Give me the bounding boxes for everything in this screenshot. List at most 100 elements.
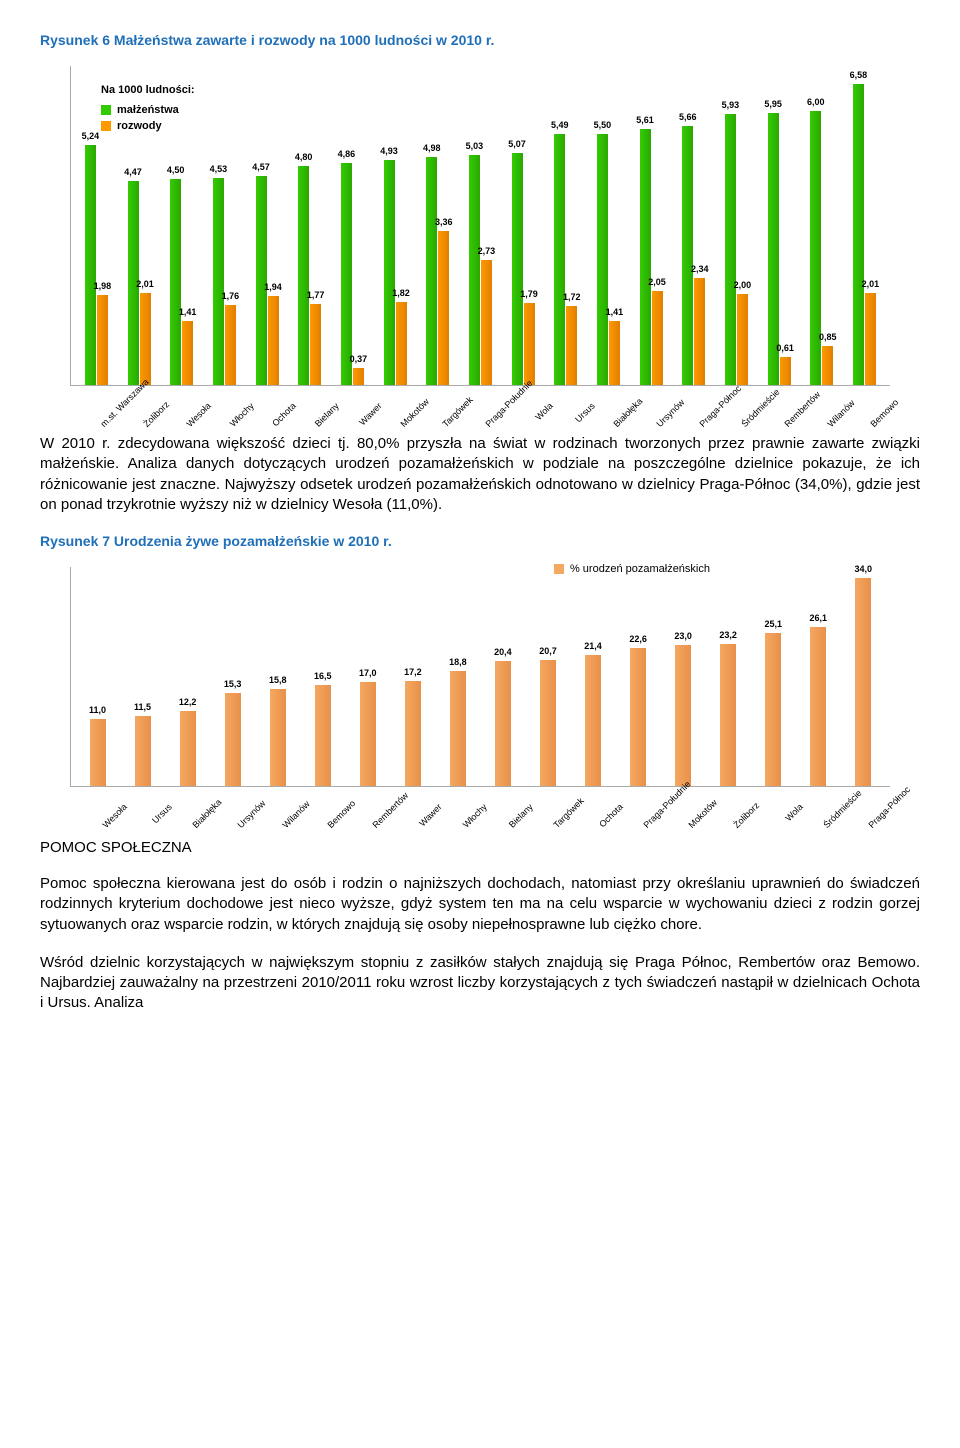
- bar-nonmarital: 23,2: [720, 644, 736, 786]
- bar-value-label: 17,2: [404, 667, 422, 677]
- x-axis-label: Praga-Południe: [471, 388, 512, 429]
- bar-value-label: 2,01: [862, 279, 880, 289]
- bar-group: 17,0: [360, 682, 376, 786]
- bar-value-label: 4,86: [338, 149, 356, 159]
- bar-divorces: 2,34: [694, 278, 705, 385]
- bar-group: 15,3: [225, 693, 241, 787]
- bar-nonmarital: 23,0: [675, 645, 691, 786]
- bar-marriages: 4,53: [213, 178, 224, 385]
- bar-value-label: 1,98: [94, 281, 112, 291]
- bar-value-label: 18,8: [449, 657, 467, 667]
- x-axis-label: Praga-Południe: [629, 789, 670, 830]
- bar-value-label: 1,41: [179, 307, 197, 317]
- bar-divorces: 2,05: [652, 291, 663, 385]
- bar-marriages: 4,98: [426, 157, 437, 385]
- bar-divorces: 2,73: [481, 260, 492, 385]
- bar-divorces: 2,01: [865, 293, 876, 385]
- bar-divorces: 1,79: [524, 303, 535, 385]
- bar-group: 6,582,01: [853, 84, 876, 385]
- bar-marriages: 4,57: [256, 176, 267, 385]
- x-axis-label: Ursynów: [642, 388, 683, 429]
- bar-divorces: 1,76: [225, 305, 236, 385]
- x-axis-label: Wola: [764, 789, 805, 830]
- x-axis-label: Wesoła: [87, 789, 128, 830]
- bar-group: 5,032,73: [469, 155, 492, 385]
- bar-value-label: 4,93: [380, 146, 398, 156]
- bar-group: 20,4: [495, 661, 511, 786]
- bar-divorces: 0,37: [353, 368, 364, 385]
- x-axis-label: Wesoła: [172, 388, 213, 429]
- bar-value-label: 5,03: [466, 141, 484, 151]
- bar-value-label: 11,5: [134, 702, 151, 712]
- bar-value-label: 34,0: [855, 564, 873, 574]
- x-axis-label: Żoliborz: [719, 789, 760, 830]
- bar-group: 4,501,41: [170, 179, 193, 385]
- bar-group: 4,531,76: [213, 178, 236, 385]
- bar-group: 16,5: [315, 685, 331, 786]
- body-paragraph-2: Pomoc społeczna kierowana jest do osób i…: [40, 874, 920, 935]
- bar-nonmarital: 21,4: [585, 655, 601, 786]
- bar-value-label: 1,41: [606, 307, 624, 317]
- bar-marriages: 6,58: [853, 84, 864, 385]
- bar-group: 26,1: [810, 627, 826, 787]
- bar-group: 5,071,79: [512, 153, 535, 385]
- x-axis-label: m.st. Warszawa: [86, 388, 127, 429]
- bar-group: 18,8: [450, 671, 466, 786]
- x-axis-label: Ursynów: [223, 789, 264, 830]
- bar-divorces: 1,41: [182, 321, 193, 385]
- bar-marriages: 5,66: [682, 126, 693, 385]
- bar-group: 25,1: [765, 633, 781, 786]
- bar-value-label: 20,4: [494, 647, 512, 657]
- bar-nonmarital: 11,0: [90, 719, 106, 786]
- bar-marriages: 5,24: [85, 145, 96, 385]
- x-axis-label: Mokotów: [385, 388, 426, 429]
- bar-value-label: 4,80: [295, 152, 313, 162]
- bar-value-label: 16,5: [314, 671, 332, 681]
- bar-group: 4,983,36: [426, 157, 449, 385]
- bar-value-label: 1,82: [392, 288, 410, 298]
- bar-marriages: 5,93: [725, 114, 736, 385]
- bar-value-label: 0,37: [350, 354, 368, 364]
- bar-value-label: 3,36: [435, 217, 453, 227]
- bar-group: 5,501,41: [597, 134, 620, 385]
- bar-value-label: 2,05: [648, 277, 666, 287]
- bar-value-label: 4,53: [210, 164, 228, 174]
- bar-group: 11,0: [90, 719, 106, 786]
- bar-value-label: 1,77: [307, 290, 325, 300]
- bar-group: 20,7: [540, 660, 556, 787]
- x-axis-label: Targówek: [428, 388, 469, 429]
- bar-group: 12,2: [180, 711, 196, 786]
- bar-group: 5,950,61: [768, 113, 791, 385]
- bar-group: 4,860,37: [341, 163, 364, 385]
- bar-marriages: 5,07: [512, 153, 523, 385]
- bar-group: 5,662,34: [682, 126, 705, 385]
- bar-nonmarital: 20,7: [540, 660, 556, 787]
- bar-nonmarital: 25,1: [765, 633, 781, 786]
- chart-nonmarital-births: % urodzeń pozamałżeńskich 11,011,512,215…: [70, 567, 890, 817]
- bar-nonmarital: 20,4: [495, 661, 511, 786]
- figure-6-caption: Rysunek 6 Małżeństwa zawarte i rozwody n…: [40, 32, 920, 48]
- bar-group: 5,932,00: [725, 114, 748, 385]
- x-axis-label: Białołęka: [178, 789, 219, 830]
- x-axis-label: Śródmieście: [809, 789, 850, 830]
- bar-divorces: 2,00: [737, 294, 748, 385]
- bar-value-label: 2,00: [734, 280, 752, 290]
- x-axis-label: Rembertów: [358, 789, 399, 830]
- bar-value-label: 1,72: [563, 292, 581, 302]
- x-axis-label: Wawer: [403, 789, 444, 830]
- x-axis-label: Ursus: [132, 789, 173, 830]
- bar-value-label: 15,8: [269, 675, 287, 685]
- bar-nonmarital: 15,3: [225, 693, 241, 787]
- bar-value-label: 5,93: [722, 100, 740, 110]
- bar-value-label: 5,50: [594, 120, 612, 130]
- bar-group: 5,491,72: [554, 134, 577, 385]
- bar-nonmarital: 17,2: [405, 681, 421, 786]
- bar-group: 4,571,94: [256, 176, 279, 385]
- bar-group: 34,0: [855, 578, 871, 786]
- bar-divorces: 1,98: [97, 295, 108, 386]
- bar-marriages: 4,86: [341, 163, 352, 385]
- bar-nonmarital: 16,5: [315, 685, 331, 786]
- bar-value-label: 6,58: [850, 70, 868, 80]
- bar-value-label: 6,00: [807, 97, 825, 107]
- bar-marriages: 5,03: [469, 155, 480, 385]
